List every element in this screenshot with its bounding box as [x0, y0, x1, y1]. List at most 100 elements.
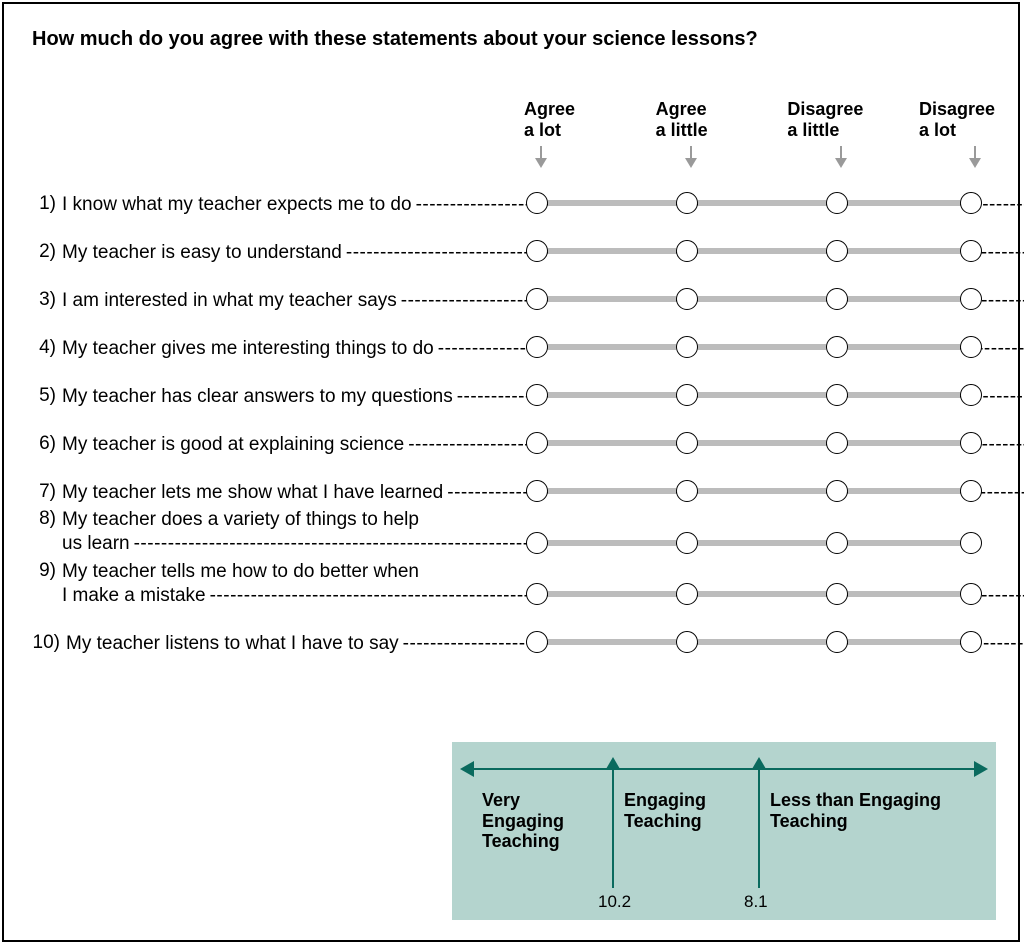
likert-scale — [526, 432, 982, 454]
radio-option[interactable] — [676, 480, 698, 502]
arrow-right-icon — [974, 761, 988, 777]
radio-option[interactable] — [826, 336, 848, 358]
radio-option[interactable] — [676, 532, 698, 554]
scale-headers: Agree a lot Agree a little Disagree a li… — [524, 99, 998, 140]
radio-option[interactable] — [960, 631, 982, 653]
scale-track — [698, 200, 826, 206]
question-row: 3)I am interested in what my teacher say… — [32, 268, 998, 316]
radio-option[interactable] — [676, 336, 698, 358]
scale-track — [848, 344, 960, 350]
radio-option[interactable] — [826, 240, 848, 262]
scale-track — [548, 200, 676, 206]
arrow-left-icon — [460, 761, 474, 777]
question-number: 10) — [32, 632, 66, 655]
radio-option[interactable] — [960, 480, 982, 502]
scale-track — [698, 540, 826, 546]
radio-option[interactable] — [526, 288, 548, 310]
arrow-down-icon — [684, 146, 698, 168]
likert-scale — [526, 336, 982, 358]
scale-track — [848, 639, 960, 645]
radio-option[interactable] — [826, 480, 848, 502]
radio-option[interactable] — [960, 240, 982, 262]
question-cell: 2)My teacher is easy to understand -----… — [32, 241, 526, 265]
question-row: 4)My teacher gives me interesting things… — [32, 316, 998, 364]
question-row: 7)My teacher lets me show what I have le… — [32, 460, 998, 508]
question-number: 1) — [32, 193, 62, 216]
radio-option[interactable] — [526, 192, 548, 214]
radio-option[interactable] — [960, 583, 982, 605]
header-agree-little: Agree a little — [656, 99, 788, 140]
scale-track — [848, 591, 960, 597]
radio-option[interactable] — [526, 631, 548, 653]
radio-option[interactable] — [526, 583, 548, 605]
radio-option[interactable] — [526, 240, 548, 262]
radio-option[interactable] — [960, 432, 982, 454]
radio-option[interactable] — [526, 532, 548, 554]
question-number: 7) — [32, 481, 62, 504]
radio-option[interactable] — [526, 480, 548, 502]
likert-scale — [526, 240, 982, 262]
scale-track — [548, 296, 676, 302]
radio-option[interactable] — [960, 192, 982, 214]
arrow-down-icon — [834, 146, 848, 168]
likert-scale — [526, 631, 982, 653]
question-cell: 9)My teacher tells me how to do better w… — [32, 560, 526, 608]
radio-option[interactable] — [826, 532, 848, 554]
scale-track — [548, 540, 676, 546]
scale-track — [698, 248, 826, 254]
radio-option[interactable] — [826, 432, 848, 454]
radio-option[interactable] — [676, 240, 698, 262]
legend-box: VeryEngagingTeaching10.2EngagingTeaching… — [452, 742, 996, 920]
question-row: 6)My teacher is good at explaining scien… — [32, 412, 998, 460]
question-row: 10)My teacher listens to what I have to … — [32, 611, 998, 659]
legend-value: 8.1 — [744, 892, 768, 912]
header-disagree-lot: Disagree a lot — [919, 99, 998, 140]
radio-option[interactable] — [826, 583, 848, 605]
radio-option[interactable] — [676, 432, 698, 454]
radio-option[interactable] — [826, 631, 848, 653]
question-cell: 1)I know what my teacher expects me to d… — [32, 193, 526, 217]
scale-track — [548, 392, 676, 398]
scale-track — [698, 344, 826, 350]
survey-frame: How much do you agree with these stateme… — [2, 2, 1020, 942]
header-arrows — [530, 146, 998, 172]
question-number: 5) — [32, 385, 62, 408]
radio-option[interactable] — [676, 631, 698, 653]
radio-option[interactable] — [676, 192, 698, 214]
radio-option[interactable] — [526, 432, 548, 454]
question-cell: 3)I am interested in what my teacher say… — [32, 289, 526, 313]
radio-option[interactable] — [826, 192, 848, 214]
scale-track — [698, 488, 826, 494]
question-cell: 10)My teacher listens to what I have to … — [32, 632, 526, 656]
question-row: 8)My teacher does a variety of things to… — [32, 508, 998, 560]
radio-option[interactable] — [676, 583, 698, 605]
scale-track — [548, 591, 676, 597]
question-number: 3) — [32, 289, 62, 312]
scale-track — [848, 540, 960, 546]
scale-track — [698, 392, 826, 398]
radio-option[interactable] — [676, 288, 698, 310]
question-cell: 7)My teacher lets me show what I have le… — [32, 481, 526, 505]
legend-axis — [470, 768, 978, 770]
likert-scale — [526, 480, 982, 502]
question-row: 9)My teacher tells me how to do better w… — [32, 560, 998, 612]
question-cell: 8)My teacher does a variety of things to… — [32, 508, 526, 556]
radio-option[interactable] — [960, 288, 982, 310]
radio-option[interactable] — [826, 288, 848, 310]
radio-option[interactable] — [526, 384, 548, 406]
question-cell: 5)My teacher has clear answers to my que… — [32, 385, 526, 409]
question-number: 6) — [32, 433, 62, 456]
radio-option[interactable] — [526, 336, 548, 358]
arrow-down-icon — [968, 146, 982, 168]
question-number: 4) — [32, 337, 62, 360]
radio-option[interactable] — [960, 532, 982, 554]
radio-option[interactable] — [676, 384, 698, 406]
header-agree-lot: Agree a lot — [524, 99, 656, 140]
scale-track — [698, 440, 826, 446]
radio-option[interactable] — [960, 336, 982, 358]
question-number: 2) — [32, 241, 62, 264]
legend-value: 10.2 — [598, 892, 631, 912]
likert-scale — [526, 583, 982, 605]
radio-option[interactable] — [960, 384, 982, 406]
radio-option[interactable] — [826, 384, 848, 406]
